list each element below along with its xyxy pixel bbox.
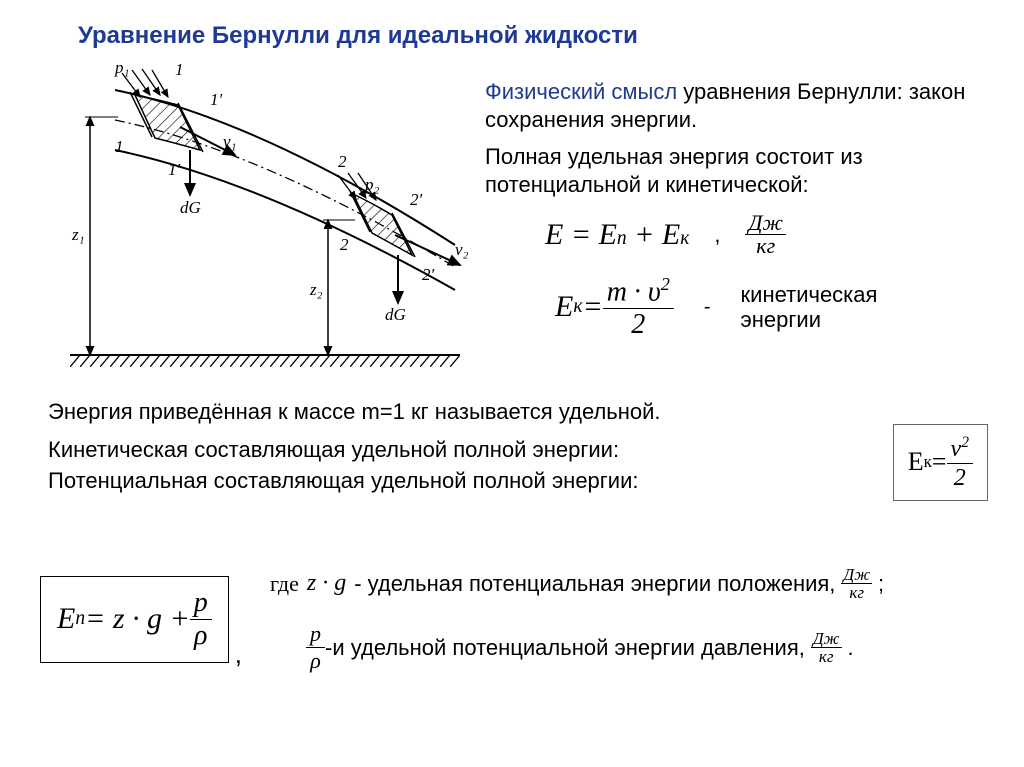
where-zg-unit-num: Дж [841,566,872,584]
eq-total-energy: E = Eп + Eк , Дж кг [485,212,1015,257]
eq2-num: m · υ [607,276,661,307]
line-potential-component: Потенциальная составляющая удельной полн… [48,467,883,495]
where-zg-unit-den: кг [841,584,872,601]
eq1-E: E [545,218,563,251]
where-dash: - [325,635,332,661]
box-en-num: p [190,589,212,620]
label-p2: p₂ [364,175,380,194]
label-dG1: dG [180,198,201,217]
bottom-block: Eп = z · g + p ρ , где z · g - удельная … [40,560,884,678]
total-energy-text: Полная удельная энергия состоит из потен… [485,143,1015,198]
eq2-Ek: E [555,290,573,324]
box-ek: Eк = v2 2 [893,424,988,501]
eq1-unit-num: Дж [745,212,785,235]
box-ek-sub: к [924,452,932,472]
eq2-Ek-sub: к [573,296,582,318]
label-2p-b: 2′ [422,265,435,284]
eq1-comma: , [714,222,720,248]
box-en-eq: = z · g + [85,602,190,636]
where-prho-num: p [306,623,325,648]
where-prho-unit-den: кг [811,648,842,665]
eq-kinetic: Eк = m · υ2 2 - кинетическая энергии [485,275,1015,339]
box-en: Eп = z · g + p ρ [40,576,229,663]
physical-meaning-block: Физический смысл уравнения Бернулли: зак… [485,78,1015,133]
line-specific-energy: Энергия приведённая к массе m=1 кг назыв… [48,398,988,426]
label-2p-a: 2′ [410,190,423,209]
label-z1: z₁ [71,225,85,244]
eq1-unit: Дж кг [745,212,785,257]
label-z2: z₂ [309,280,323,299]
box-ek-num: v [951,436,962,462]
eq1-Ek: E [662,218,680,251]
eq1-plus: + [627,218,662,251]
eq2-num-sup: 2 [661,274,670,294]
box-ek-lhs: E [908,447,924,477]
eq2-eq: = [582,290,602,324]
where-prho-unit-num: Дж [811,630,842,648]
where-dot: . [848,635,854,661]
where-zg-text: - удельная потенциальная энергии положен… [354,571,835,597]
mid-block: Энергия приведённая к массе m=1 кг назыв… [48,398,988,501]
label-1p-b: 1′ [168,160,181,179]
label-2a: 2 [338,152,347,171]
page-title: Уравнение Бернулли для идеальной жидкост… [78,22,638,50]
label-v2: v₂ [455,240,469,259]
box-en-lhs: E [57,602,75,636]
box-ek-eq: = [932,447,947,477]
box-ek-den: 2 [947,464,973,490]
where-label: где [270,571,299,597]
where-semi: ; [878,571,884,597]
label-v1: v₁ [223,132,236,151]
label-dG2: dG [385,305,406,324]
label-1b: 1 [115,137,124,156]
physical-meaning-heading: Физический смысл [485,79,677,104]
eq1-En: E [599,218,617,251]
flow-tube-diagram: p₁ 1 1′ 1 1′ v₁ dG 2 p₂ 2′ 2 2′ v₂ dG z₁… [60,55,470,380]
eq1-En-sub: п [617,228,627,249]
label-2b: 2 [340,235,349,254]
box-en-den: ρ [190,620,212,650]
box-en-comma: , [235,639,242,670]
right-column: Физический смысл уравнения Бернулли: зак… [485,78,1015,339]
where-prho-den: ρ [306,648,325,672]
where-prho-text: и удельной потенциальной энергии давлени… [332,635,805,661]
label-1a: 1 [175,60,184,79]
label-p1: p₁ [114,58,129,77]
box-ek-num-sup: 2 [961,434,969,451]
label-1p-a: 1′ [210,90,223,109]
box-en-sub: п [75,608,85,630]
eq1-unit-den: кг [745,235,785,257]
where-zg: z · g [307,570,346,597]
eq1-Ek-sub: к [680,228,689,249]
eq1-eq: = [563,218,598,251]
line-kinetic-component: Кинетическая составляющая удельной полно… [48,436,883,464]
eq2-den: 2 [603,309,674,339]
eq2-note: кинетическая энергии [741,282,911,333]
